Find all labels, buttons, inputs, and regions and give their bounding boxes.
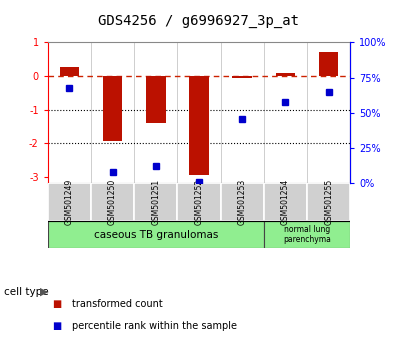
Bar bbox=[276, 73, 295, 76]
Text: GSM501254: GSM501254 bbox=[281, 179, 290, 225]
Text: ■: ■ bbox=[52, 321, 61, 331]
Bar bbox=[178, 183, 220, 221]
Bar bbox=[307, 183, 350, 221]
Bar bbox=[60, 67, 79, 76]
Text: ▶: ▶ bbox=[40, 287, 48, 297]
Text: transformed count: transformed count bbox=[72, 299, 162, 309]
Bar bbox=[319, 52, 338, 76]
Text: GDS4256 / g6996927_3p_at: GDS4256 / g6996927_3p_at bbox=[98, 14, 300, 28]
Bar bbox=[264, 221, 350, 248]
Bar bbox=[220, 183, 264, 221]
Bar bbox=[264, 183, 307, 221]
Text: caseous TB granulomas: caseous TB granulomas bbox=[94, 230, 218, 240]
Text: GSM501252: GSM501252 bbox=[195, 179, 203, 225]
Bar bbox=[232, 76, 252, 78]
Bar bbox=[48, 183, 91, 221]
Bar bbox=[146, 76, 166, 123]
Bar bbox=[103, 76, 122, 142]
Bar bbox=[134, 183, 178, 221]
Bar bbox=[189, 76, 209, 175]
Text: percentile rank within the sample: percentile rank within the sample bbox=[72, 321, 237, 331]
Bar bbox=[91, 183, 134, 221]
Text: GSM501250: GSM501250 bbox=[108, 179, 117, 225]
Text: ■: ■ bbox=[52, 299, 61, 309]
Text: GSM501249: GSM501249 bbox=[65, 179, 74, 225]
Text: normal lung
parenchyma: normal lung parenchyma bbox=[283, 225, 331, 244]
Text: GSM501253: GSM501253 bbox=[238, 179, 247, 225]
Text: GSM501255: GSM501255 bbox=[324, 179, 333, 225]
Text: GSM501251: GSM501251 bbox=[151, 179, 160, 225]
Bar bbox=[48, 221, 264, 248]
Text: cell type: cell type bbox=[4, 287, 49, 297]
